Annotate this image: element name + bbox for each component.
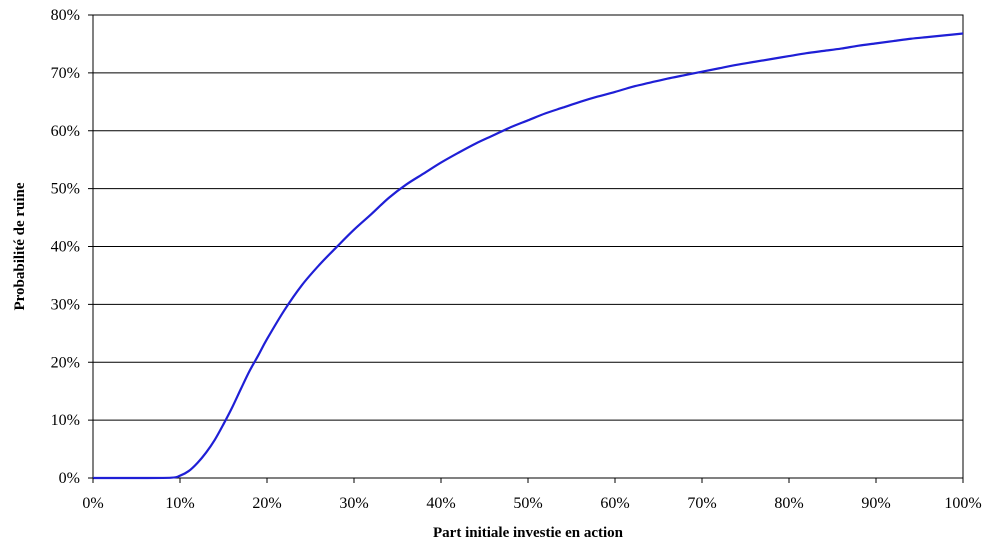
y-tick-label: 80% — [51, 7, 80, 24]
y-tick-label: 70% — [51, 65, 80, 82]
x-tick-label: 100% — [944, 495, 981, 512]
series-layer — [92, 32, 964, 480]
y-tick-label: 0% — [59, 470, 80, 487]
y-tick-label: 40% — [51, 239, 80, 256]
x-tick-label: 10% — [165, 495, 194, 512]
x-tick-label: 70% — [687, 495, 716, 512]
y-axis-ticks: 0% 10% 20% 30% 40% 50% 60% 70% 80% — [51, 7, 93, 487]
gridlines — [93, 14, 963, 479]
x-tick-label: 90% — [861, 495, 890, 512]
y-tick-label: 30% — [51, 296, 80, 313]
series-line-0 — [92, 32, 964, 480]
y-tick-label: 20% — [51, 354, 80, 371]
x-tick-label: 60% — [600, 495, 629, 512]
x-axis-ticks: 0% 10% 20% 30% 40% 50% 60% 70% 80% 90% 100% — [82, 478, 982, 512]
x-tick-label: 20% — [252, 495, 281, 512]
y-axis-title: Probabilité de ruine — [12, 182, 28, 310]
y-tick-label: 60% — [51, 123, 80, 140]
x-tick-label: 50% — [513, 495, 542, 512]
x-tick-label: 0% — [82, 495, 103, 512]
x-tick-label: 30% — [339, 495, 368, 512]
y-tick-label: 50% — [51, 181, 80, 198]
x-tick-label: 40% — [426, 495, 455, 512]
x-tick-label: 80% — [774, 495, 803, 512]
y-tick-label: 10% — [51, 412, 80, 429]
x-axis-title: Part initiale investie en action — [433, 525, 624, 541]
